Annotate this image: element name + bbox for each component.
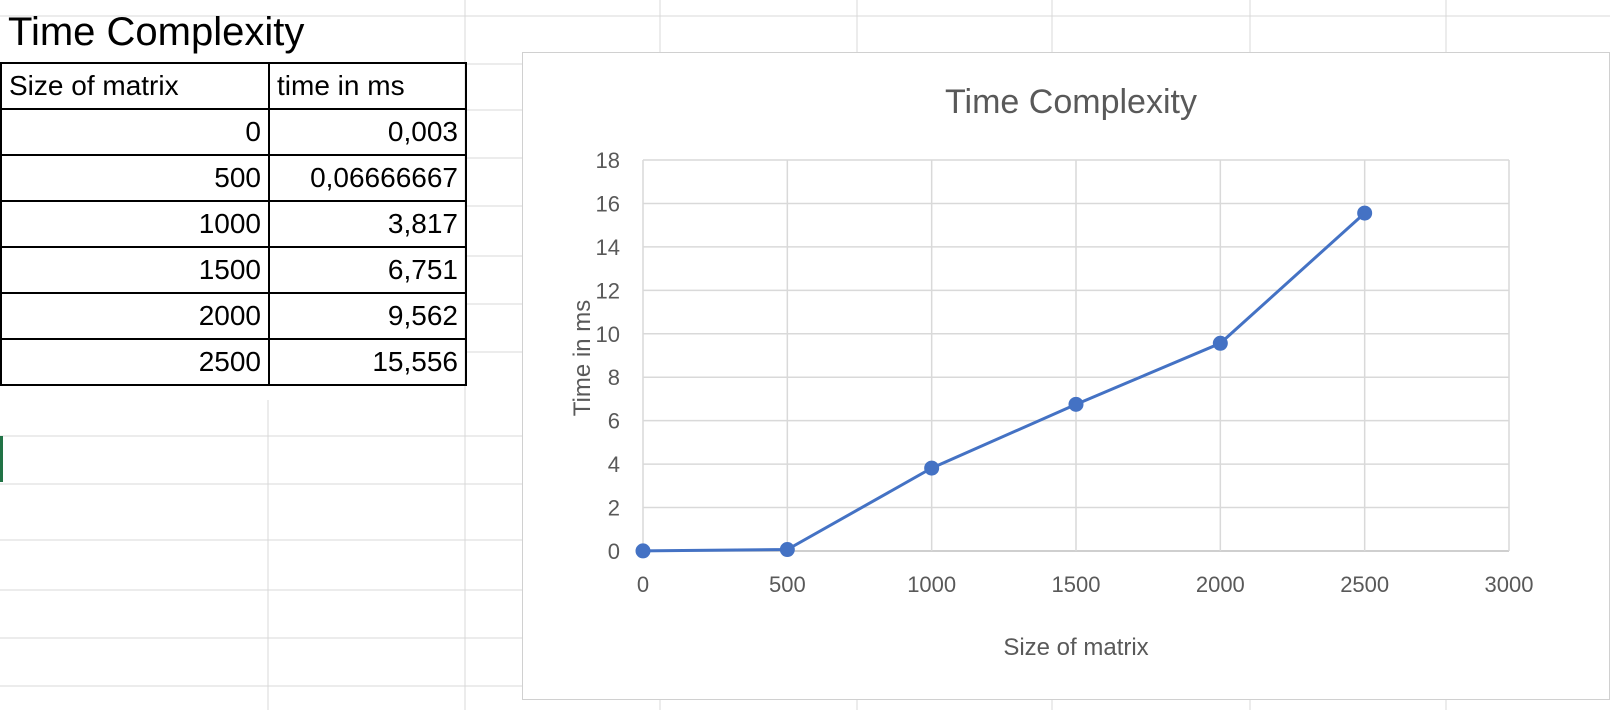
x-tick-label: 500 (769, 572, 806, 597)
chart-title: Time Complexity (945, 83, 1197, 121)
x-tick-label: 1500 (1052, 572, 1101, 597)
y-tick-label: 16 (596, 191, 620, 216)
table-row: 2000 9,562 (0, 292, 467, 340)
cell-time[interactable]: 15,556 (268, 338, 467, 386)
y-tick-label: 8 (608, 365, 620, 390)
cell-size[interactable]: 2500 (0, 338, 270, 386)
data-point[interactable] (924, 460, 940, 476)
series-line (642, 211, 1366, 553)
cell-time[interactable]: 0,003 (268, 108, 467, 156)
cell-size[interactable]: 1000 (0, 200, 270, 248)
y-tick-label: 6 (608, 409, 620, 434)
table-header-row: Size of matrix time in ms (0, 62, 467, 110)
y-tick-label: 18 (596, 148, 620, 173)
data-table: Size of matrix time in ms 0 0,003 500 0,… (0, 62, 467, 386)
x-tick-label: 2000 (1196, 572, 1245, 597)
cell-time[interactable]: 9,562 (268, 292, 467, 340)
table-row: 1500 6,751 (0, 246, 467, 294)
chart-container[interactable]: Time Complexity Size of matrix Time in m… (522, 52, 1610, 700)
x-tick-label: 0 (637, 572, 649, 597)
cell-time[interactable]: 3,817 (268, 200, 467, 248)
selected-cell-marker (0, 436, 3, 482)
y-tick-label: 2 (608, 496, 620, 521)
table-row: 0 0,003 (0, 108, 467, 156)
y-tick-label: 4 (608, 452, 620, 477)
header-cell-time[interactable]: time in ms (268, 62, 467, 110)
cell-size[interactable]: 500 (0, 154, 270, 202)
y-tick-label: 12 (596, 278, 620, 303)
cell-time[interactable]: 6,751 (268, 246, 467, 294)
x-axis-label: Size of matrix (1003, 634, 1148, 661)
cell-size[interactable]: 2000 (0, 292, 270, 340)
header-cell-size[interactable]: Size of matrix (0, 62, 270, 110)
table-row: 500 0,06666667 (0, 154, 467, 202)
sheet-title[interactable]: Time Complexity (8, 10, 305, 54)
data-point[interactable] (779, 542, 795, 558)
data-point[interactable] (635, 543, 651, 559)
cell-size[interactable]: 0 (0, 108, 270, 156)
table-row: 2500 15,556 (0, 338, 467, 386)
axis-ticks: 0 2 4 6 8 10 12 14 16 18 0 500 1000 1500 2000 2500 3000 (596, 148, 1534, 597)
data-series (635, 205, 1373, 559)
chart-svg: Time Complexity Size of matrix Time in m… (569, 83, 1534, 661)
y-tick-label: 10 (596, 322, 620, 347)
cell-size[interactable]: 1500 (0, 246, 270, 294)
data-point[interactable] (1068, 396, 1084, 412)
x-tick-label: 2500 (1340, 572, 1389, 597)
data-point[interactable] (1357, 205, 1373, 221)
x-tick-label: 3000 (1485, 572, 1534, 597)
plot-gridlines (642, 159, 1510, 552)
data-point[interactable] (1212, 335, 1228, 351)
x-tick-label: 1000 (907, 572, 956, 597)
y-tick-label: 0 (608, 539, 620, 564)
y-axis-label: Time in ms (569, 300, 596, 416)
y-tick-label: 14 (596, 235, 620, 260)
table-row: 1000 3,817 (0, 200, 467, 248)
cell-time[interactable]: 0,06666667 (268, 154, 467, 202)
